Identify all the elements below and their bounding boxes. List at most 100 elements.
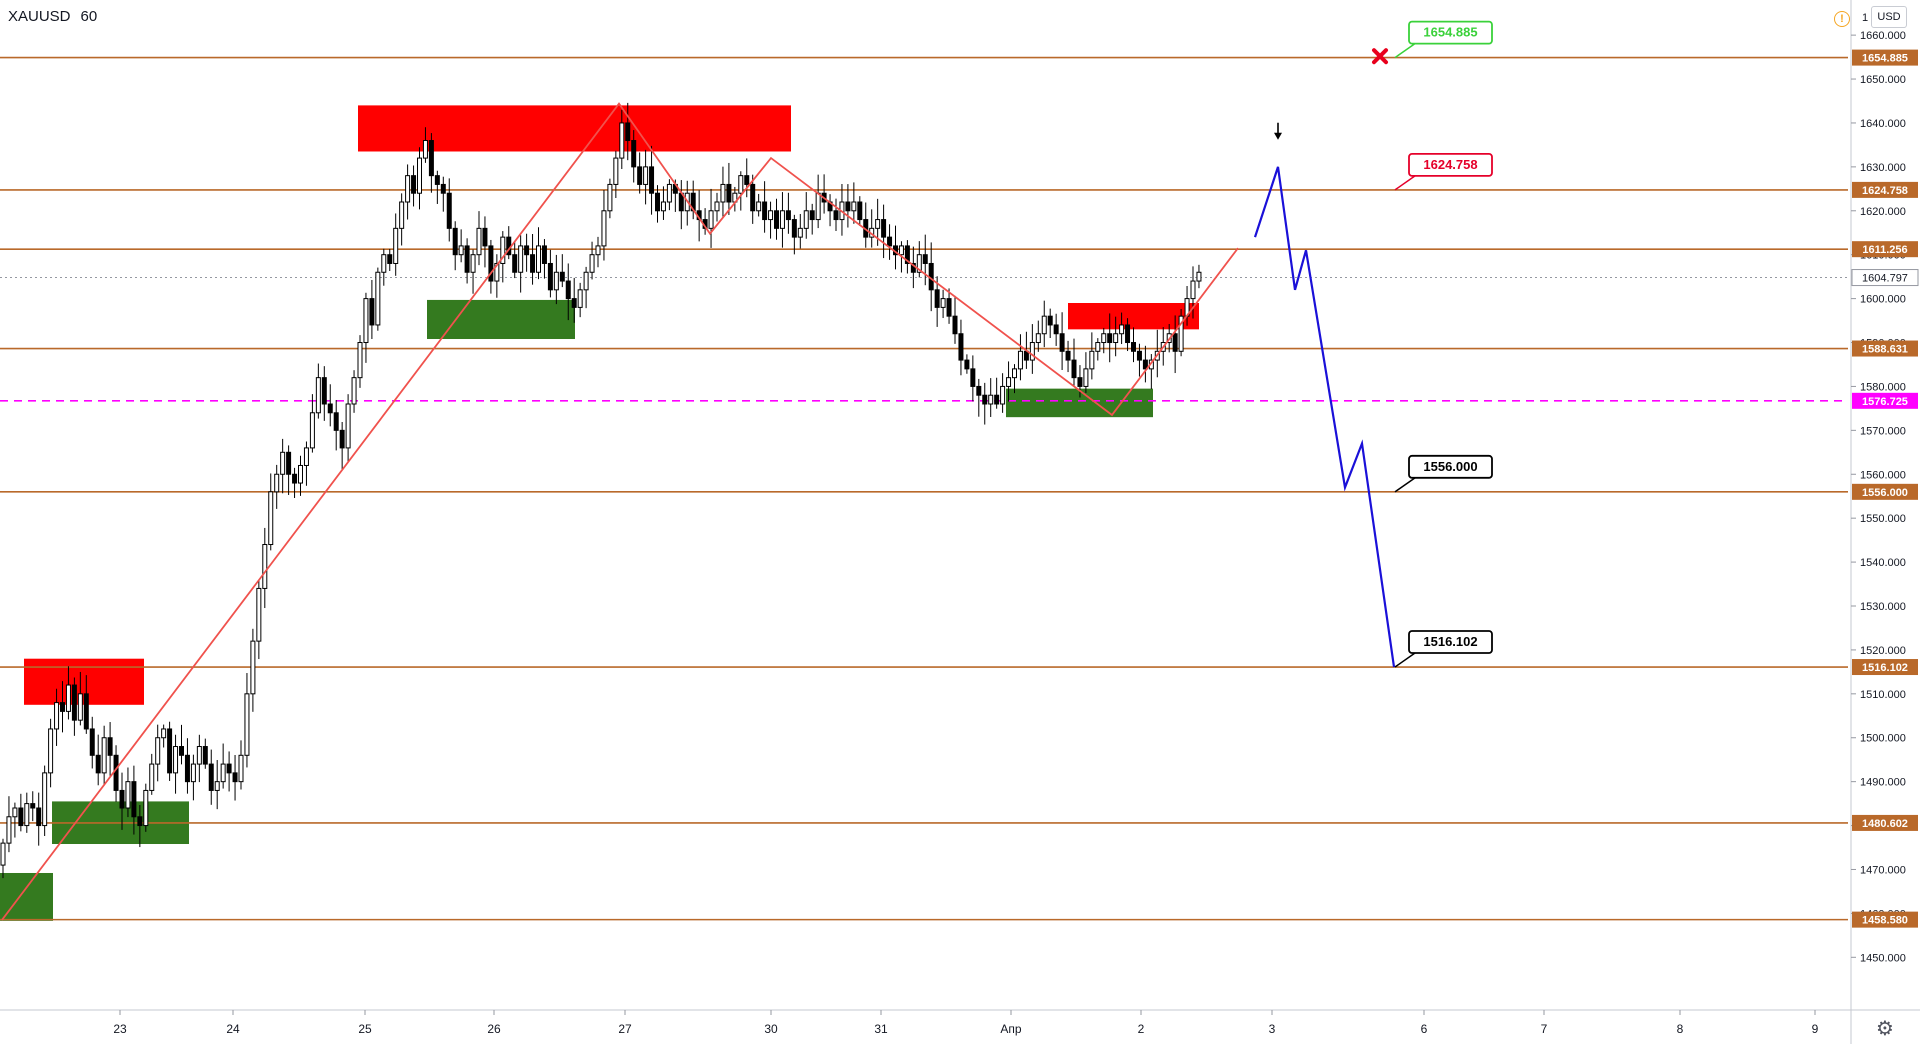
candle-143 [851,182,857,224]
candle-body-176 [1047,315,1053,326]
candle-body-13 [77,693,83,721]
candle-23 [137,805,143,848]
candle-42 [250,628,256,712]
candle-171 [1017,334,1023,381]
candle-191 [1136,343,1142,377]
candle-130 [774,198,779,240]
candle-186 [1107,313,1113,363]
candle-body-2 [12,807,18,818]
candle-170 [1012,364,1017,394]
candle-120 [714,192,720,222]
candle-163 [970,355,976,402]
candle-54 [321,366,327,421]
candle-body-67 [399,201,405,229]
candle-180 [1071,338,1077,387]
candle-body-35 [208,763,214,791]
y-tick-label-9: 1540.000 [1860,557,1906,569]
candle-body-177 [1053,324,1059,335]
x-tick-label-13: 9 [1812,1022,1819,1036]
x-tick-label-11: 7 [1541,1022,1548,1036]
candle-body-91 [541,245,547,264]
candle-2 [12,802,18,838]
candle-body-152 [904,245,910,264]
y-tick-label-21: 1660.000 [1860,30,1906,42]
candle-body-183 [1089,350,1095,370]
candle-0 [0,838,6,879]
candle-body-171 [1017,350,1023,370]
candle-body-33 [196,746,202,765]
candle-128 [762,181,768,233]
candle-body-40 [238,754,244,783]
candle-body-147 [875,219,881,229]
candle-158 [940,289,946,319]
candle-183 [1089,332,1095,380]
candle-body-173 [1029,342,1035,361]
last-price-tag [1851,269,1919,287]
candle-body-168 [1000,385,1006,405]
candle-body-32 [190,763,196,783]
candle-95 [565,263,571,321]
candle-173 [1029,324,1035,374]
supply-zone-5 [1068,303,1199,330]
candle-126 [750,174,756,224]
candle-body-5 [30,803,36,809]
candle-181 [1077,365,1083,398]
price-tag-label-8: 1458.580 [1862,915,1908,927]
candle-34 [202,738,208,769]
symbol-legend[interactable]: XAUUSD 60 [8,8,107,25]
candle-31 [184,738,190,794]
candle-body-124 [738,175,744,194]
candle-body-18 [107,737,113,756]
candle-body-140 [833,210,839,221]
candle-111 [660,186,666,220]
candle-201 [1196,264,1202,289]
candle-body-94 [559,271,565,282]
candle-body-86 [512,254,518,273]
candle-175 [1041,300,1047,348]
candle-102 [607,178,613,219]
candle-body-162 [964,359,970,370]
candle-body-21 [125,781,131,809]
price-tag-6 [1852,659,1918,676]
candle-166 [988,378,994,417]
candle-body-128 [762,201,768,221]
candle-body-109 [649,166,655,194]
y-tick-label-10: 1550.000 [1860,513,1906,525]
candle-body-7 [42,772,48,827]
candle-body-19 [113,754,119,791]
candle-body-112 [666,183,672,203]
currency-button[interactable]: USD [1871,6,1907,28]
candle-3 [18,793,24,832]
candle-99 [589,241,595,280]
y-tick-label-20: 1650.000 [1860,74,1906,86]
candle-body-8 [48,728,54,774]
price-tag-8 [1852,911,1918,928]
warning-icon[interactable]: ! [1834,11,1850,27]
x-tick-label-3: 26 [487,1022,501,1036]
x-mark-icon [1372,48,1388,65]
candle-83 [494,254,500,298]
candle-body-46 [274,473,280,493]
gear-icon[interactable]: ⚙ [1876,1018,1894,1040]
candle-11 [65,666,71,720]
callout-label-0: 1654.885 [1423,25,1477,40]
candle-189 [1125,318,1131,352]
candle-62 [369,279,375,340]
candle-body-16 [95,754,101,774]
candle-96 [571,277,577,323]
candle-body-11 [65,684,71,712]
x-tick-label-9: 3 [1269,1022,1276,1036]
candle-body-132 [785,210,791,221]
candle-body-161 [958,333,964,361]
candle-69 [411,165,417,207]
candle-61 [363,292,369,363]
callout-box-2 [1408,454,1493,479]
y-tick-label-13: 1580.000 [1860,381,1906,393]
candle-40 [238,740,244,790]
candle-body-164 [976,385,982,396]
candle-body-88 [524,245,530,256]
candle-body-73 [434,175,440,185]
candle-48 [286,445,292,495]
